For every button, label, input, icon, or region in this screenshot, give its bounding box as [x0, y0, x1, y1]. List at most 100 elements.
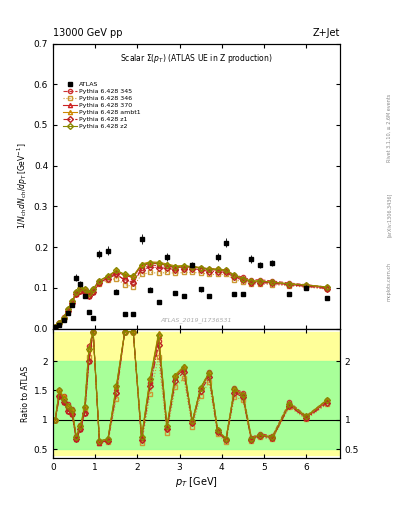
- Pythia 6.428 z2: [106, 273, 110, 279]
- Pythia 6.428 346: [74, 290, 79, 296]
- Text: Scalar $\Sigma(p_T)$ (ATLAS UE in Z production): Scalar $\Sigma(p_T)$ (ATLAS UE in Z prod…: [120, 52, 273, 65]
- Pythia 6.428 z2: [165, 262, 169, 268]
- Pythia 6.428 z1: [74, 291, 79, 297]
- Pythia 6.428 370: [325, 285, 330, 291]
- Pythia 6.428 ambt1: [70, 298, 74, 305]
- Pythia 6.428 370: [287, 282, 292, 288]
- Pythia 6.428 370: [224, 268, 228, 274]
- Pythia 6.428 z1: [215, 268, 220, 274]
- Pythia 6.428 z2: [66, 306, 70, 312]
- Pythia 6.428 ambt1: [156, 259, 161, 265]
- Pythia 6.428 345: [165, 263, 169, 269]
- Pythia 6.428 345: [123, 276, 127, 283]
- Pythia 6.428 345: [57, 319, 62, 326]
- Pythia 6.428 z2: [156, 260, 161, 266]
- Pythia 6.428 z1: [66, 308, 70, 314]
- Pythia 6.428 ambt1: [66, 306, 70, 312]
- Pythia 6.428 345: [249, 276, 254, 283]
- Pythia 6.428 345: [207, 266, 211, 272]
- Pythia 6.428 370: [165, 263, 169, 269]
- Pythia 6.428 370: [53, 324, 57, 330]
- Pythia 6.428 346: [287, 283, 292, 289]
- Pythia 6.428 345: [83, 286, 87, 292]
- Pythia 6.428 ambt1: [74, 289, 79, 295]
- Pythia 6.428 z1: [165, 265, 169, 271]
- Pythia 6.428 z2: [182, 263, 186, 269]
- Pythia 6.428 370: [190, 264, 195, 270]
- Pythia 6.428 345: [86, 289, 91, 295]
- Pythia 6.428 z2: [232, 272, 237, 279]
- Y-axis label: $1/N_\mathrm{ch}\,dN_\mathrm{ch}/dp_T\,[\mathrm{GeV}^{-1}]$: $1/N_\mathrm{ch}\,dN_\mathrm{ch}/dp_T\,[…: [15, 143, 29, 229]
- Pythia 6.428 z1: [304, 283, 309, 289]
- X-axis label: $p_T$ [GeV]: $p_T$ [GeV]: [175, 475, 218, 489]
- Pythia 6.428 ambt1: [91, 286, 95, 292]
- Pythia 6.428 370: [61, 315, 66, 321]
- Text: Rivet 3.1.10, ≥ 2.6M events: Rivet 3.1.10, ≥ 2.6M events: [387, 94, 391, 162]
- Pythia 6.428 ambt1: [114, 267, 119, 273]
- Pythia 6.428 346: [190, 269, 195, 275]
- Text: ATLAS_2019_I1736531: ATLAS_2019_I1736531: [161, 317, 232, 323]
- Pythia 6.428 345: [257, 276, 262, 283]
- Pythia 6.428 z2: [190, 264, 195, 270]
- Pythia 6.428 346: [165, 269, 169, 275]
- Pythia 6.428 370: [257, 279, 262, 285]
- Pythia 6.428 345: [97, 278, 102, 284]
- Pythia 6.428 z1: [241, 277, 245, 283]
- Pythia 6.428 z2: [83, 286, 87, 292]
- Pythia 6.428 346: [66, 307, 70, 313]
- Pythia 6.428 346: [173, 270, 178, 276]
- Pythia 6.428 370: [106, 274, 110, 280]
- Pythia 6.428 370: [66, 308, 70, 314]
- Pythia 6.428 345: [173, 265, 178, 271]
- Pythia 6.428 ambt1: [78, 285, 83, 291]
- Pythia 6.428 z1: [224, 269, 228, 275]
- Pythia 6.428 ambt1: [97, 278, 102, 284]
- Pythia 6.428 z2: [74, 289, 79, 295]
- Pythia 6.428 346: [106, 277, 110, 283]
- Pythia 6.428 345: [287, 280, 292, 286]
- Pythia 6.428 370: [78, 288, 83, 294]
- Pythia 6.428 346: [257, 281, 262, 287]
- Pythia 6.428 z2: [224, 267, 228, 273]
- Pythia 6.428 345: [148, 262, 152, 268]
- Pythia 6.428 370: [83, 289, 87, 295]
- Pythia 6.428 345: [91, 286, 95, 292]
- Pythia 6.428 345: [78, 285, 83, 291]
- Pythia 6.428 370: [304, 283, 309, 289]
- Pythia 6.428 z2: [97, 278, 102, 284]
- Pythia 6.428 370: [70, 300, 74, 306]
- Pythia 6.428 z2: [173, 264, 178, 270]
- Pythia 6.428 z1: [182, 266, 186, 272]
- Pythia 6.428 346: [114, 275, 119, 282]
- Pythia 6.428 z1: [106, 275, 110, 282]
- Pythia 6.428 z2: [207, 266, 211, 272]
- Pythia 6.428 z1: [70, 300, 74, 306]
- Pythia 6.428 ambt1: [287, 281, 292, 287]
- Pythia 6.428 370: [215, 267, 220, 273]
- Pythia 6.428 345: [74, 289, 79, 295]
- Pythia 6.428 345: [241, 274, 245, 281]
- Pythia 6.428 345: [106, 273, 110, 280]
- Pythia 6.428 370: [241, 276, 245, 283]
- Pythia 6.428 ambt1: [257, 278, 262, 284]
- Pythia 6.428 346: [156, 270, 161, 276]
- Pythia 6.428 z2: [257, 278, 262, 284]
- Pythia 6.428 346: [78, 287, 83, 293]
- Line: Pythia 6.428 z2: Pythia 6.428 z2: [53, 261, 329, 329]
- Pythia 6.428 370: [249, 279, 254, 285]
- Pythia 6.428 346: [232, 276, 237, 283]
- Pythia 6.428 370: [74, 291, 79, 297]
- Pythia 6.428 ambt1: [232, 272, 237, 279]
- Pythia 6.428 345: [61, 314, 66, 321]
- Pythia 6.428 z2: [86, 290, 91, 296]
- Pythia 6.428 z1: [173, 267, 178, 273]
- Pythia 6.428 345: [224, 267, 228, 273]
- Text: mcplots.cern.ch: mcplots.cern.ch: [387, 262, 391, 301]
- Pythia 6.428 ambt1: [207, 266, 211, 272]
- Pythia 6.428 z2: [287, 281, 292, 287]
- Pythia 6.428 346: [61, 314, 66, 321]
- Text: Z+Jet: Z+Jet: [312, 28, 340, 38]
- Pythia 6.428 z1: [148, 264, 152, 270]
- Pythia 6.428 346: [97, 281, 102, 287]
- Pythia 6.428 z1: [249, 280, 254, 286]
